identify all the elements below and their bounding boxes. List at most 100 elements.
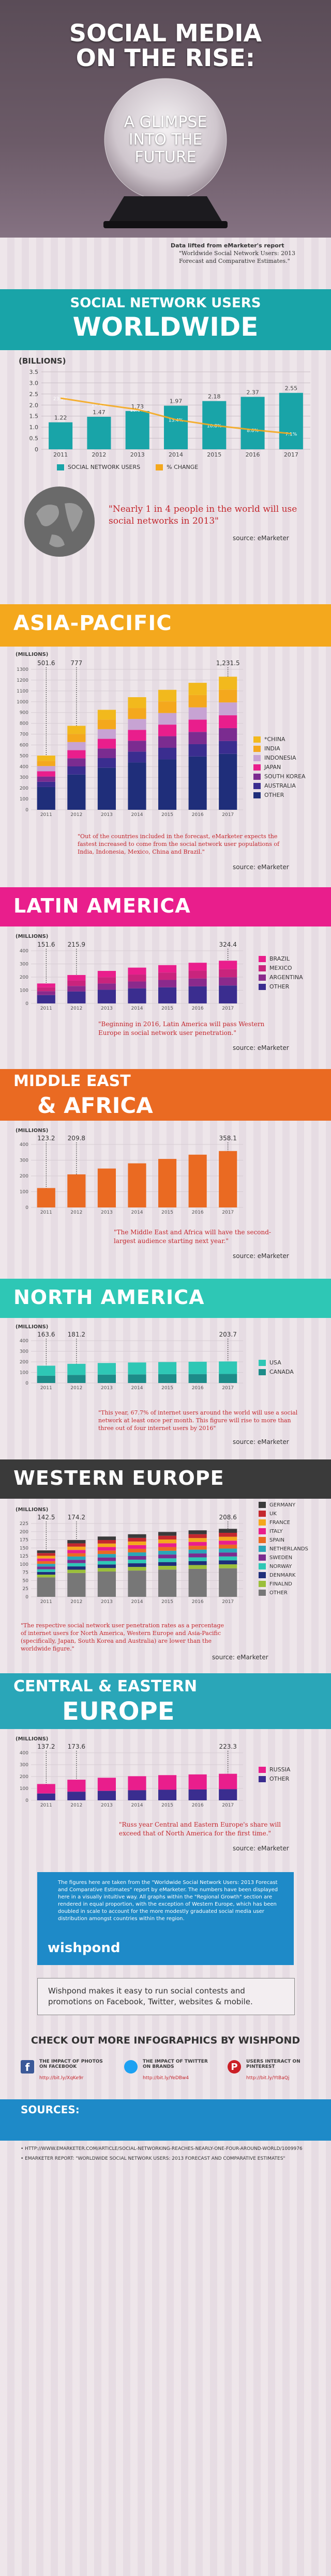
y-tick-label: 225 — [20, 1521, 28, 1527]
bar-segment — [97, 1564, 116, 1568]
x-tick-label: 2012 — [70, 1599, 82, 1605]
latam-quote: "Beginning in 2016, Latin America will p… — [98, 1020, 265, 1036]
bar-segment — [188, 1534, 207, 1538]
x-tick-label: 2013 — [130, 451, 145, 458]
legend-swatch — [253, 764, 261, 771]
legend-label: ITALY — [269, 1528, 283, 1534]
bar-segment — [97, 1561, 116, 1565]
data-label: 324.4 — [219, 941, 237, 948]
bar-segment — [97, 719, 116, 729]
bar-segment — [188, 1530, 207, 1534]
we-title: WESTERN EUROPE — [13, 1467, 224, 1489]
bar-segment — [97, 1547, 116, 1551]
more-title: CHECK OUT MORE INFOGRAPHICS BY WISHPOND — [31, 2035, 300, 2046]
legend-label: OTHER — [269, 1776, 290, 1782]
y-tick-label: 50 — [23, 1578, 29, 1583]
bar-segment — [158, 1543, 177, 1547]
bar-segment — [97, 1554, 116, 1558]
x-tick-label: 2016 — [192, 1803, 204, 1808]
asia-title: ASIA-PACIFIC — [13, 611, 172, 635]
legend-swatch — [259, 1359, 266, 1366]
bar-segment — [158, 1565, 177, 1570]
more-item-facebook[interactable]: f THE IMPACT OF PHOTOS ON FACEBOOK http:… — [21, 2058, 119, 2089]
source-item[interactable]: • HTTP://WWW.EMARKETER.COM/ARTICLE/SOCIA… — [21, 2146, 303, 2151]
more-item-link[interactable]: http://bit.ly/XqKe9r — [39, 2076, 84, 2081]
x-tick-label: 2017 — [284, 451, 298, 458]
mea-chart: 0 100 200 300 400 2011 123.2 2012 209.8 2013 2014 2… — [20, 1135, 243, 1215]
cee-title-line2: EUROPE — [62, 1697, 175, 1726]
more-item-pinterest[interactable]: P USERS INTERACT ON PINTEREST http://bit… — [228, 2058, 321, 2089]
legend-label: NETHERLANDS — [269, 1546, 308, 1552]
facebook-icon: f — [21, 2060, 34, 2074]
hero: SOCIAL MEDIA ON THE RISE: A GLIMPSE INTO… — [0, 0, 331, 238]
asia-unit: (MILLIONS) — [16, 652, 49, 657]
x-tick-label: 2016 — [192, 1599, 204, 1605]
latam-chart: 0 100 200 300 400 2011 151.6 2012 215.9 2013 2014 2… — [20, 941, 243, 1011]
legend-swatch — [253, 773, 261, 780]
more-item-link[interactable]: http://bit.ly/YtBaQj — [246, 2076, 290, 2081]
legend-item: RUSSIA — [259, 1766, 290, 1773]
bar-segment — [219, 985, 237, 1003]
bar-segment — [158, 980, 177, 987]
report-note: Data lifted from eMarketer's report "Wor… — [171, 242, 315, 265]
legend-item: BRAZIL — [259, 955, 303, 962]
bar-segment — [128, 1790, 146, 1800]
x-tick-label: 2013 — [101, 812, 113, 818]
bar-segment — [37, 987, 55, 992]
y-tick-label: 150 — [20, 1546, 28, 1551]
bar-segment — [97, 983, 116, 990]
legend-label: INDIA — [264, 745, 280, 752]
bar-segment — [219, 1548, 237, 1553]
bar-segment — [128, 1362, 146, 1375]
bar-segment — [188, 1549, 207, 1554]
legend-swatch — [259, 955, 266, 962]
bar-segment — [158, 701, 177, 713]
bar-segment — [188, 756, 207, 810]
bar-segment — [128, 741, 146, 752]
y-tick-label: 1200 — [17, 678, 28, 683]
legend-swatch — [259, 1766, 266, 1773]
bar-segment — [219, 1560, 237, 1565]
bar-segment — [219, 1552, 237, 1557]
legend-swatch — [259, 1581, 266, 1587]
crystal-ball — [103, 78, 228, 228]
y-tick-label: 400 — [20, 1142, 28, 1148]
latam-legend: BRAZIL MEXICO ARGENTINA OTHER — [259, 955, 303, 993]
bar-segment — [158, 689, 177, 702]
legend-label: INDONESIA — [264, 755, 296, 761]
y-tick-label: 0 — [25, 1001, 28, 1007]
bar-segment — [188, 1565, 207, 1569]
source-item[interactable]: • EMARKETER REPORT: "WORLDWIDE SOCIAL NE… — [21, 2156, 285, 2161]
bar-segment — [67, 1174, 86, 1207]
legend-swatch — [259, 1563, 266, 1569]
asia-header: ASIA-PACIFIC — [0, 604, 331, 647]
y-tick-label: 400 — [20, 1339, 28, 1344]
y-tick-label: 1300 — [17, 667, 28, 672]
bar-segment — [128, 1534, 146, 1538]
bar-segment — [158, 725, 177, 736]
more-item-label: THE IMPACT OF TWITTER ON BRANDS — [143, 2059, 208, 2069]
bar-segment — [219, 1151, 237, 1207]
bar-segment — [97, 971, 116, 978]
x-tick-label: 2017 — [222, 1803, 234, 1808]
bar-segment — [219, 741, 237, 754]
data-label: 1.22 — [54, 415, 67, 421]
bar-segment — [188, 970, 207, 979]
bar-segment — [37, 995, 55, 1003]
data-label: 173.6 — [68, 1743, 85, 1750]
bar-segment — [219, 1556, 237, 1561]
bar-segment — [37, 1188, 55, 1207]
legend-swatch — [259, 1554, 266, 1561]
legend-label: GERMANY — [269, 1502, 296, 1508]
legend-item: INDIA — [253, 745, 306, 752]
worldwide-title-line2: WORLDWIDE — [72, 312, 259, 342]
legend-label: OTHER — [269, 1590, 288, 1596]
bar-segment — [188, 1546, 207, 1550]
bar-segment — [97, 1540, 116, 1544]
more-item-twitter[interactable]: THE IMPACT OF TWITTER ON BRANDS http://b… — [124, 2058, 222, 2089]
asia-legend: *CHINA INDIA INDONESIA JAPAN SOUTH KOREA AUST… — [253, 736, 306, 801]
x-tick-label: 2011 — [40, 812, 52, 818]
more-item-link[interactable]: http://bit.ly/YeDBw4 — [143, 2076, 189, 2081]
legend-users: SOCIAL NETWORK USERS — [57, 464, 140, 470]
bar-segment — [37, 766, 55, 772]
